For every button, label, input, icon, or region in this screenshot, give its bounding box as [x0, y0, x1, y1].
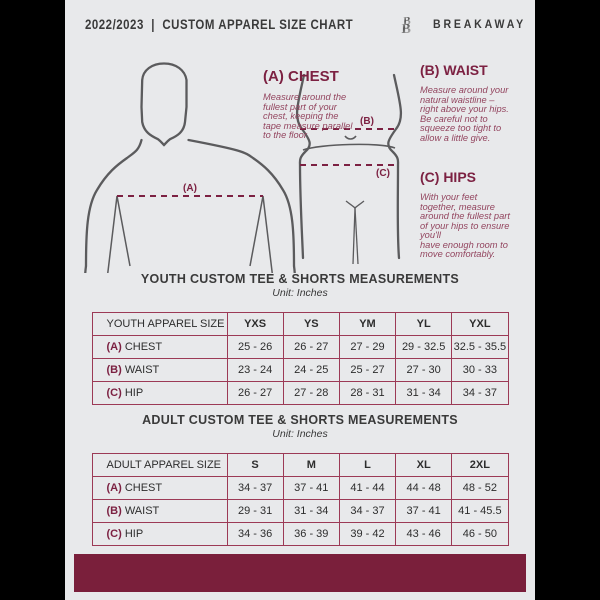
svg-text:(C): (C)	[376, 168, 390, 179]
svg-text:(A): (A)	[183, 183, 197, 194]
svg-text:B: B	[401, 21, 410, 37]
svg-text:(B): (B)	[360, 116, 374, 127]
